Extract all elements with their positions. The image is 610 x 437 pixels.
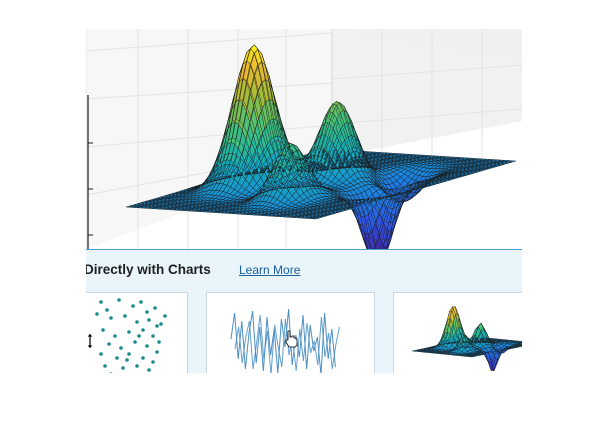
- scatter-point: [109, 372, 113, 373]
- scatter-point: [123, 314, 127, 318]
- scatter-point: [135, 364, 139, 368]
- scatter-point: [107, 342, 111, 346]
- scatter-point: [109, 316, 113, 320]
- surface-mesh: [125, 44, 517, 249]
- surface-cell: [518, 341, 522, 343]
- surface-cell: [521, 341, 522, 343]
- surface-plot: [86, 29, 522, 249]
- scatter-point: [159, 322, 163, 326]
- cursor-shape: [285, 330, 298, 348]
- surface-plot-thumbnail[interactable]: [393, 292, 522, 373]
- surface-cell: [520, 345, 522, 347]
- scatter-point: [99, 300, 103, 304]
- scatter-point: [113, 334, 117, 338]
- grid-line: [331, 64, 522, 80]
- scatter-point: [163, 314, 167, 318]
- scatter-point: [141, 328, 145, 332]
- learn-more-link[interactable]: Learn More: [239, 263, 301, 277]
- scatter-point: [145, 310, 149, 314]
- charts-feature-band: Directly with Charts Learn More: [86, 249, 522, 373]
- scatter-plot: [86, 298, 167, 373]
- line-series-a: [230, 308, 336, 373]
- scatter-plot-thumbnail[interactable]: [86, 292, 188, 373]
- scatter-point: [145, 344, 149, 348]
- small-surface-plot: [411, 306, 522, 372]
- grid-line: [86, 32, 333, 52]
- hand-pointer-cursor-icon: [285, 330, 298, 348]
- scatter-point: [157, 340, 161, 344]
- surface-cell: [520, 344, 522, 346]
- scatter-point: [95, 312, 99, 316]
- scatter-point: [119, 346, 123, 350]
- scatter-point: [133, 340, 137, 344]
- screenshot-viewport: Directly with Charts Learn More: [86, 29, 522, 373]
- scatter-point: [115, 356, 119, 360]
- scatter-point: [101, 328, 105, 332]
- scatter-point: [151, 334, 155, 338]
- right-wall: [332, 29, 522, 157]
- surface-cell: [518, 342, 522, 344]
- top-right-pane: [332, 29, 522, 59]
- surface-cell: [508, 160, 517, 163]
- scatter-point: [155, 350, 159, 354]
- scatter-point: [141, 356, 145, 360]
- surface-mesh: [411, 306, 522, 372]
- scatter-point: [153, 306, 157, 310]
- scatter-point: [105, 308, 109, 312]
- scatter-point: [103, 364, 107, 368]
- grid-line: [86, 124, 333, 148]
- scatter-point: [135, 320, 139, 324]
- line-plot-thumbnail[interactable]: [206, 292, 375, 373]
- scatter-point: [127, 330, 131, 334]
- scatter-point: [131, 304, 135, 308]
- scatter-point: [147, 318, 151, 322]
- line-series: [230, 308, 340, 373]
- scatter-point: [139, 300, 143, 304]
- scatter-point: [121, 366, 125, 370]
- line-series-b: [234, 314, 340, 373]
- grid-line: [86, 82, 333, 100]
- cursor-shape: [86, 332, 94, 350]
- scatter-point: [155, 324, 159, 328]
- scatter-point: [127, 352, 131, 356]
- scatter-points: [95, 298, 167, 373]
- scatter-point: [147, 368, 151, 372]
- grid-line: [331, 108, 522, 125]
- hero-surface-chart: [86, 29, 522, 249]
- scatter-point: [99, 352, 103, 356]
- scatter-point: [117, 298, 121, 302]
- scatter-point: [125, 358, 129, 362]
- scatter-point: [137, 334, 141, 338]
- surface-cell: [521, 342, 522, 344]
- vertical-resize-cursor-icon: [86, 332, 94, 350]
- band-title: Directly with Charts: [86, 262, 211, 277]
- scatter-point: [151, 360, 155, 364]
- line-plot: [230, 308, 340, 373]
- surface-cell: [520, 343, 522, 345]
- surface-cell: [364, 241, 368, 249]
